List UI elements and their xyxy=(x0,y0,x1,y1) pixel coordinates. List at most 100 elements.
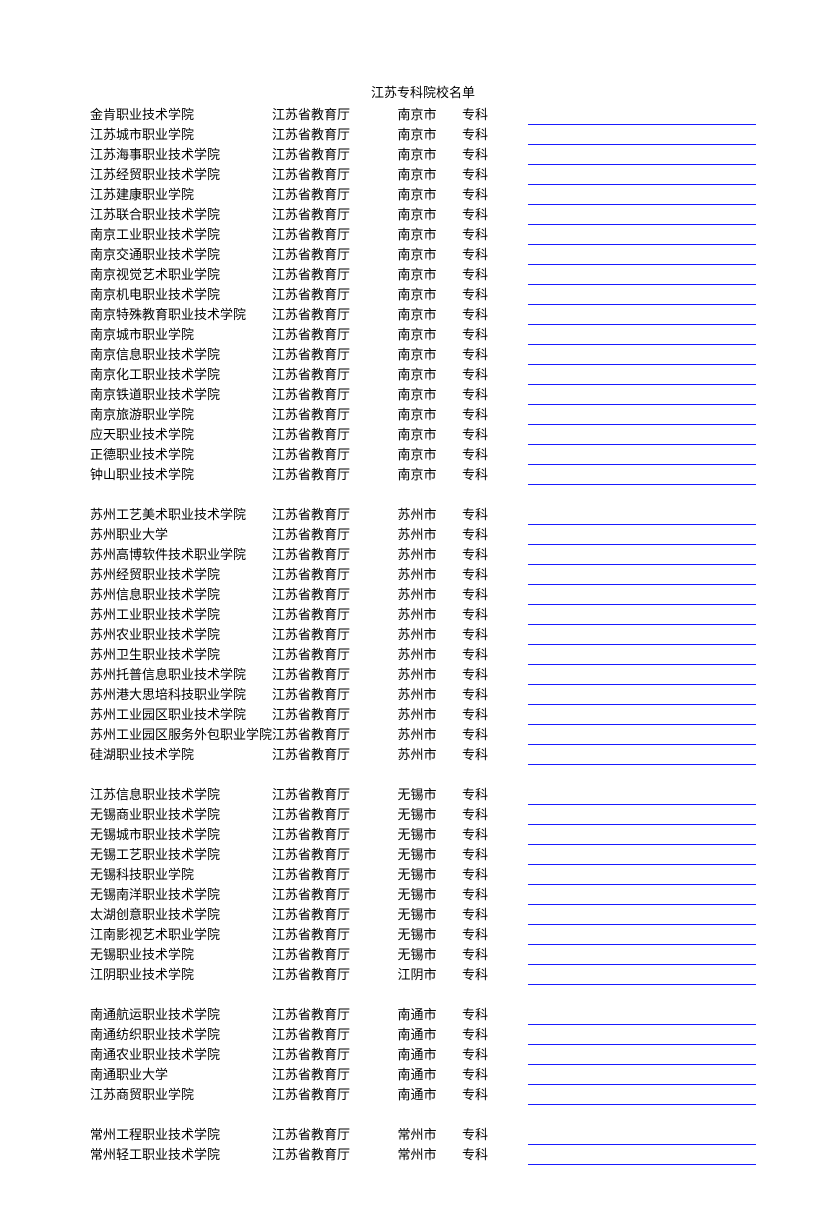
level: 专科 xyxy=(450,565,500,585)
table-row: 无锡南洋职业技术学院江苏省教育厅无锡市专科 xyxy=(90,885,756,905)
link-underline[interactable] xyxy=(528,351,756,365)
department: 江苏省教育厅 xyxy=(272,1145,384,1165)
college-name: 南京城市职业学院 xyxy=(90,325,272,345)
level: 专科 xyxy=(450,1005,500,1025)
link-underline[interactable] xyxy=(528,191,756,205)
department: 江苏省教育厅 xyxy=(272,1125,384,1145)
link-underline[interactable] xyxy=(528,591,756,605)
link-underline[interactable] xyxy=(528,1131,756,1145)
link-underline[interactable] xyxy=(528,1091,756,1105)
link-underline[interactable] xyxy=(528,831,756,845)
link-underline[interactable] xyxy=(528,131,756,145)
link-underline[interactable] xyxy=(528,151,756,165)
link-underline[interactable] xyxy=(528,531,756,545)
link-underline[interactable] xyxy=(528,471,756,485)
link-underline[interactable] xyxy=(528,231,756,245)
link-underline[interactable] xyxy=(528,1071,756,1085)
city: 南京市 xyxy=(384,265,450,285)
link-underline[interactable] xyxy=(528,651,756,665)
city: 苏州市 xyxy=(384,625,450,645)
college-name: 江苏联合职业技术学院 xyxy=(90,205,272,225)
level: 专科 xyxy=(450,1085,500,1105)
link-underline[interactable] xyxy=(528,791,756,805)
department: 江苏省教育厅 xyxy=(272,505,384,525)
link-underline[interactable] xyxy=(528,251,756,265)
link-underline[interactable] xyxy=(528,631,756,645)
link-underline[interactable] xyxy=(528,671,756,685)
level: 专科 xyxy=(450,905,500,925)
link-underline[interactable] xyxy=(528,371,756,385)
link-underline[interactable] xyxy=(528,411,756,425)
link-underline[interactable] xyxy=(528,211,756,225)
link-underline[interactable] xyxy=(528,691,756,705)
link-underline[interactable] xyxy=(528,551,756,565)
city: 无锡市 xyxy=(384,845,450,865)
table-row: 苏州信息职业技术学院江苏省教育厅苏州市专科 xyxy=(90,585,756,605)
level: 专科 xyxy=(450,1065,500,1085)
link-underline[interactable] xyxy=(528,1051,756,1065)
table-row: 江南影视艺术职业学院江苏省教育厅无锡市专科 xyxy=(90,925,756,945)
link-underline[interactable] xyxy=(528,971,756,985)
link-underline[interactable] xyxy=(528,431,756,445)
link-underline[interactable] xyxy=(528,291,756,305)
level: 专科 xyxy=(450,705,500,725)
link-underline[interactable] xyxy=(528,711,756,725)
link-underline[interactable] xyxy=(528,871,756,885)
link-underline[interactable] xyxy=(528,1031,756,1045)
link-underline[interactable] xyxy=(528,1151,756,1165)
link-underline[interactable] xyxy=(528,571,756,585)
department: 江苏省教育厅 xyxy=(272,725,384,745)
link-underline[interactable] xyxy=(528,451,756,465)
college-name: 苏州工业园区服务外包职业学院 xyxy=(90,725,272,745)
city: 苏州市 xyxy=(384,725,450,745)
college-name: 江苏城市职业学院 xyxy=(90,125,272,145)
table-row: 硅湖职业技术学院江苏省教育厅苏州市专科 xyxy=(90,745,756,765)
city: 苏州市 xyxy=(384,525,450,545)
city: 南通市 xyxy=(384,1085,450,1105)
table-row: 苏州经贸职业技术学院江苏省教育厅苏州市专科 xyxy=(90,565,756,585)
link-underline[interactable] xyxy=(528,311,756,325)
department: 江苏省教育厅 xyxy=(272,745,384,765)
link-underline[interactable] xyxy=(528,391,756,405)
college-name: 南京机电职业技术学院 xyxy=(90,285,272,305)
college-name: 硅湖职业技术学院 xyxy=(90,745,272,765)
level: 专科 xyxy=(450,865,500,885)
link-underline[interactable] xyxy=(528,611,756,625)
department: 江苏省教育厅 xyxy=(272,965,384,985)
table-row: 南通职业大学江苏省教育厅南通市专科 xyxy=(90,1065,756,1085)
level: 专科 xyxy=(450,925,500,945)
link-underline[interactable] xyxy=(528,931,756,945)
link-underline[interactable] xyxy=(528,111,756,125)
link-underline[interactable] xyxy=(528,851,756,865)
table-row: 江苏经贸职业技术学院江苏省教育厅南京市专科 xyxy=(90,165,756,185)
college-name: 正德职业技术学院 xyxy=(90,445,272,465)
link-underline[interactable] xyxy=(528,951,756,965)
city: 苏州市 xyxy=(384,585,450,605)
link-underline[interactable] xyxy=(528,1011,756,1025)
table-row: 南京旅游职业学院江苏省教育厅南京市专科 xyxy=(90,405,756,425)
link-underline[interactable] xyxy=(528,811,756,825)
link-underline[interactable] xyxy=(528,511,756,525)
level: 专科 xyxy=(450,465,500,485)
city: 苏州市 xyxy=(384,505,450,525)
city: 南京市 xyxy=(384,165,450,185)
city: 苏州市 xyxy=(384,545,450,565)
link-underline[interactable] xyxy=(528,911,756,925)
table-row: 无锡工艺职业技术学院江苏省教育厅无锡市专科 xyxy=(90,845,756,865)
link-underline[interactable] xyxy=(528,891,756,905)
group-gap xyxy=(90,1105,756,1125)
link-underline[interactable] xyxy=(528,271,756,285)
department: 江苏省教育厅 xyxy=(272,345,384,365)
level: 专科 xyxy=(450,445,500,465)
link-underline[interactable] xyxy=(528,171,756,185)
link-underline[interactable] xyxy=(528,331,756,345)
link-underline[interactable] xyxy=(528,751,756,765)
table-row: 南京铁道职业技术学院江苏省教育厅南京市专科 xyxy=(90,385,756,405)
level: 专科 xyxy=(450,545,500,565)
table-row: 常州轻工职业技术学院江苏省教育厅常州市专科 xyxy=(90,1145,756,1165)
city: 无锡市 xyxy=(384,885,450,905)
link-underline[interactable] xyxy=(528,731,756,745)
level: 专科 xyxy=(450,645,500,665)
department: 江苏省教育厅 xyxy=(272,145,384,165)
table-row: 无锡商业职业技术学院江苏省教育厅无锡市专科 xyxy=(90,805,756,825)
